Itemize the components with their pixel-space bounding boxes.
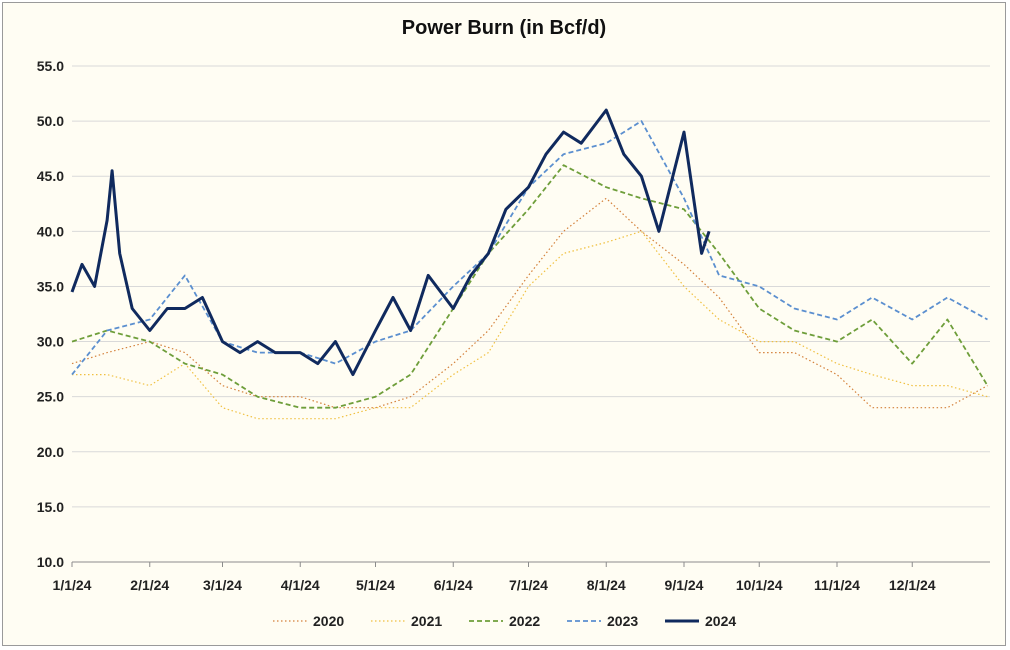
legend-label-2024: 2024	[705, 613, 736, 629]
chart-title: Power Burn (in Bcf/d)	[401, 17, 607, 39]
y-tick-label: 10.0	[37, 554, 64, 570]
x-tick-label: 3/1/24	[203, 577, 242, 593]
legend-label-2021: 2021	[411, 613, 442, 629]
x-tick-label: 9/1/24	[665, 577, 704, 593]
y-tick-label: 15.0	[37, 499, 64, 515]
series-line-2022	[71, 164, 989, 409]
x-tick-label: 11/1/24	[814, 577, 860, 593]
y-tick-label: 40.0	[37, 223, 64, 239]
y-tick-label: 20.0	[37, 444, 64, 460]
x-tick-label: 4/1/24	[281, 577, 320, 593]
y-tick-label: 45.0	[37, 168, 64, 184]
series-line-2021	[72, 230, 988, 420]
x-tick-label: 2/1/24	[130, 577, 169, 593]
y-tick-label: 35.0	[37, 278, 64, 294]
x-tick-label: 1/1/24	[53, 577, 92, 593]
legend-label-2022: 2022	[509, 613, 540, 629]
series-line-2020	[71, 197, 988, 409]
y-tick-label: 55.0	[37, 58, 64, 74]
series-line-2023	[71, 120, 988, 376]
series-line-2024	[70, 108, 711, 377]
y-tick-label: 25.0	[37, 389, 64, 405]
x-tick-label: 6/1/24	[434, 577, 473, 593]
x-tick-label: 7/1/24	[509, 577, 548, 593]
y-tick-label: 50.0	[37, 113, 64, 129]
legend-label-2020: 2020	[313, 613, 344, 629]
legend-label-2023: 2023	[607, 613, 638, 629]
x-tick-label: 8/1/24	[587, 577, 626, 593]
y-tick-label: 30.0	[37, 334, 64, 350]
x-tick-label: 5/1/24	[356, 577, 395, 593]
x-tick-label: 12/1/24	[889, 577, 936, 593]
x-tick-label: 10/1/24	[736, 577, 783, 593]
